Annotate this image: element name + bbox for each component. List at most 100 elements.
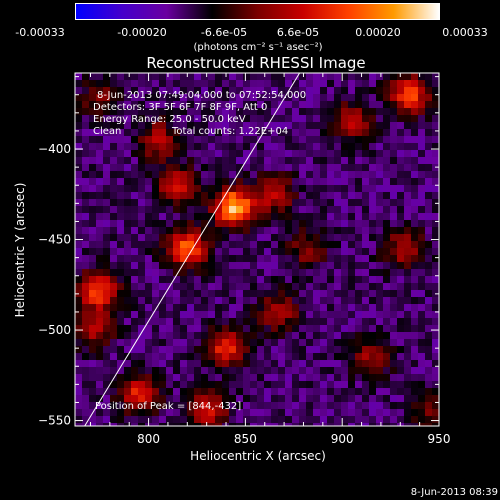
heatmap-cell [411, 150, 418, 157]
heatmap-cell [236, 283, 243, 290]
heatmap-cell [432, 192, 439, 199]
heatmap-cell [96, 129, 103, 136]
heatmap-cell [152, 332, 159, 339]
heatmap-cell [75, 108, 82, 115]
heatmap-cell [369, 269, 376, 276]
heatmap-cell [327, 360, 334, 367]
heatmap-cell [194, 409, 201, 416]
heatmap-cell [201, 136, 208, 143]
heatmap-cell [299, 227, 306, 234]
heatmap-cell [299, 164, 306, 171]
heatmap-cell [89, 374, 96, 381]
heatmap-cell [313, 381, 320, 388]
heatmap-cell [243, 276, 250, 283]
heatmap-cell [313, 234, 320, 241]
heatmap-cell [96, 402, 103, 409]
heatmap-cell [243, 346, 250, 353]
heatmap-cell [425, 297, 432, 304]
heatmap-cell [173, 199, 180, 206]
heatmap-cell [285, 178, 292, 185]
heatmap-cell [117, 73, 124, 80]
heatmap-cell [229, 150, 236, 157]
heatmap-cell [124, 339, 131, 346]
heatmap-cell [208, 150, 215, 157]
heatmap-cell [418, 388, 425, 395]
heatmap-cell [138, 318, 145, 325]
heatmap-cell [278, 157, 285, 164]
heatmap-cell [222, 325, 229, 332]
heatmap-cell [145, 101, 152, 108]
heatmap-cell [334, 339, 341, 346]
heatmap-cell [341, 241, 348, 248]
heatmap-cell [432, 311, 439, 318]
heatmap-cell [110, 241, 117, 248]
heatmap-cell [201, 339, 208, 346]
heatmap-cell [313, 157, 320, 164]
heatmap-cell [299, 276, 306, 283]
heatmap-cell [124, 101, 131, 108]
heatmap-cell [299, 367, 306, 374]
heatmap-cell [236, 367, 243, 374]
heatmap-cell [271, 87, 278, 94]
heatmap-cell [299, 325, 306, 332]
heatmap-cell [194, 423, 201, 426]
heatmap-cell [124, 80, 131, 87]
heatmap-cell [180, 227, 187, 234]
heatmap-cell [390, 220, 397, 227]
heatmap-cell [173, 318, 180, 325]
heatmap-cell [264, 157, 271, 164]
heatmap-cell [411, 283, 418, 290]
heatmap-cell [418, 234, 425, 241]
heatmap-cell [222, 395, 229, 402]
heatmap-cell [404, 73, 411, 80]
heatmap-cell [124, 416, 131, 423]
heatmap-cell [131, 241, 138, 248]
heatmap-cell [89, 192, 96, 199]
heatmap-cell [285, 150, 292, 157]
heatmap-cell [313, 395, 320, 402]
heatmap-cell [411, 248, 418, 255]
heatmap-cell [313, 423, 320, 426]
heatmap-cell [264, 353, 271, 360]
heatmap-cell [117, 360, 124, 367]
heatmap-cell [236, 304, 243, 311]
heatmap-cell [278, 367, 285, 374]
heatmap-cell [96, 283, 103, 290]
heatmap-cell [355, 234, 362, 241]
heatmap-cell [243, 115, 250, 122]
heatmap-cell [236, 388, 243, 395]
heatmap-cell [82, 101, 89, 108]
heatmap-cell [152, 374, 159, 381]
heatmap-cell [348, 122, 355, 129]
heatmap-cell [383, 213, 390, 220]
heatmap-cell [243, 108, 250, 115]
heatmap-cell [264, 304, 271, 311]
heatmap-cell [285, 213, 292, 220]
heatmap-cell [180, 304, 187, 311]
heatmap-cell [236, 255, 243, 262]
heatmap-cell [215, 115, 222, 122]
heatmap-cell [257, 297, 264, 304]
heatmap-cell [299, 269, 306, 276]
heatmap-cell [264, 395, 271, 402]
heatmap-cell [250, 150, 257, 157]
heatmap-cell [334, 325, 341, 332]
heatmap-cell [313, 122, 320, 129]
heatmap-cell [152, 381, 159, 388]
heatmap-cell [208, 171, 215, 178]
heatmap-cell [425, 402, 432, 409]
heatmap-cell [264, 115, 271, 122]
heatmap-cell [271, 73, 278, 80]
heatmap-cell [124, 332, 131, 339]
heatmap-cell [327, 73, 334, 80]
heatmap-cell [383, 234, 390, 241]
heatmap-cell [201, 318, 208, 325]
heatmap-cell [152, 199, 159, 206]
heatmap-cell [124, 185, 131, 192]
heatmap-cell [173, 73, 180, 80]
heatmap-cell [348, 115, 355, 122]
heatmap-cell [152, 269, 159, 276]
heatmap-cell [271, 402, 278, 409]
heatmap-cell [306, 101, 313, 108]
heatmap-cell [432, 157, 439, 164]
